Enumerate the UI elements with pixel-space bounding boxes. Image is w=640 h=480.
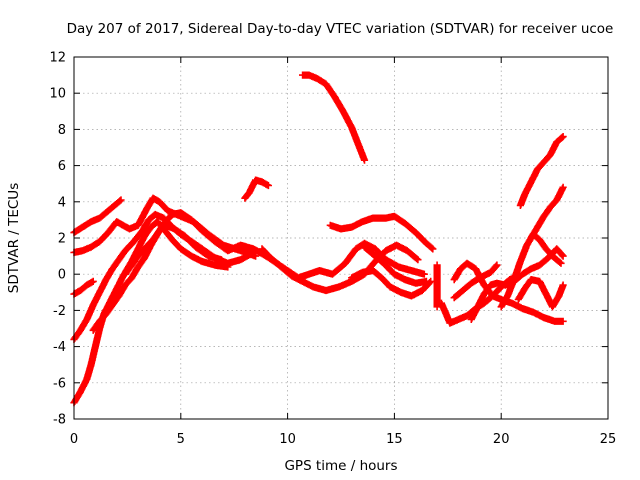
y-tick-label: 0 xyxy=(58,268,66,283)
series-arc-21 xyxy=(514,276,567,311)
y-tick-label: 4 xyxy=(58,195,66,210)
series-arc-22 xyxy=(516,133,567,209)
y-tick-label: 8 xyxy=(58,123,66,138)
x-axis-label: GPS time / hours xyxy=(284,458,397,474)
y-tick-label: -8 xyxy=(53,413,66,428)
y-tick-label: 2 xyxy=(58,232,66,247)
y-tick-label: -4 xyxy=(53,340,66,355)
y-tick-label: -2 xyxy=(53,304,66,319)
x-tick-label: 5 xyxy=(177,432,185,447)
y-axis-label: SDTVAR / TECUs xyxy=(6,183,22,293)
series-arc-15 xyxy=(433,261,441,311)
series-arc-12 xyxy=(326,212,437,253)
series-arc-23 xyxy=(527,183,567,242)
y-tick-label: -6 xyxy=(53,376,66,391)
series-arc-7 xyxy=(121,221,225,278)
series-arc-8 xyxy=(241,176,272,202)
y-tick-label: 10 xyxy=(49,87,66,102)
series-arc-11 xyxy=(262,239,428,282)
series-arc-1 xyxy=(70,196,125,237)
series-arc-18 xyxy=(450,261,501,302)
x-axis: 0 5 10 15 20 25 xyxy=(70,57,616,447)
y-tick-label: 6 xyxy=(58,159,66,174)
series-arc-9 xyxy=(299,71,369,164)
series-arc-13 xyxy=(348,267,435,300)
y-axis: -8 -6 -4 -2 0 2 4 6 8 10 12 xyxy=(49,51,608,428)
x-tick-label: 25 xyxy=(600,432,617,447)
series-arc-14 xyxy=(360,243,430,287)
x-tick-label: 15 xyxy=(386,432,403,447)
x-tick-label: 10 xyxy=(279,432,296,447)
chart-title: Day 207 of 2017, Sidereal Day-to-day VTE… xyxy=(67,21,614,37)
series-arc-6 xyxy=(89,209,270,334)
series-arc-19 xyxy=(467,245,567,323)
x-tick-label: 20 xyxy=(493,432,510,447)
plot-area xyxy=(70,71,567,407)
y-tick-label: 12 xyxy=(49,51,66,66)
x-tick-label: 0 xyxy=(70,432,78,447)
grid xyxy=(74,57,608,419)
